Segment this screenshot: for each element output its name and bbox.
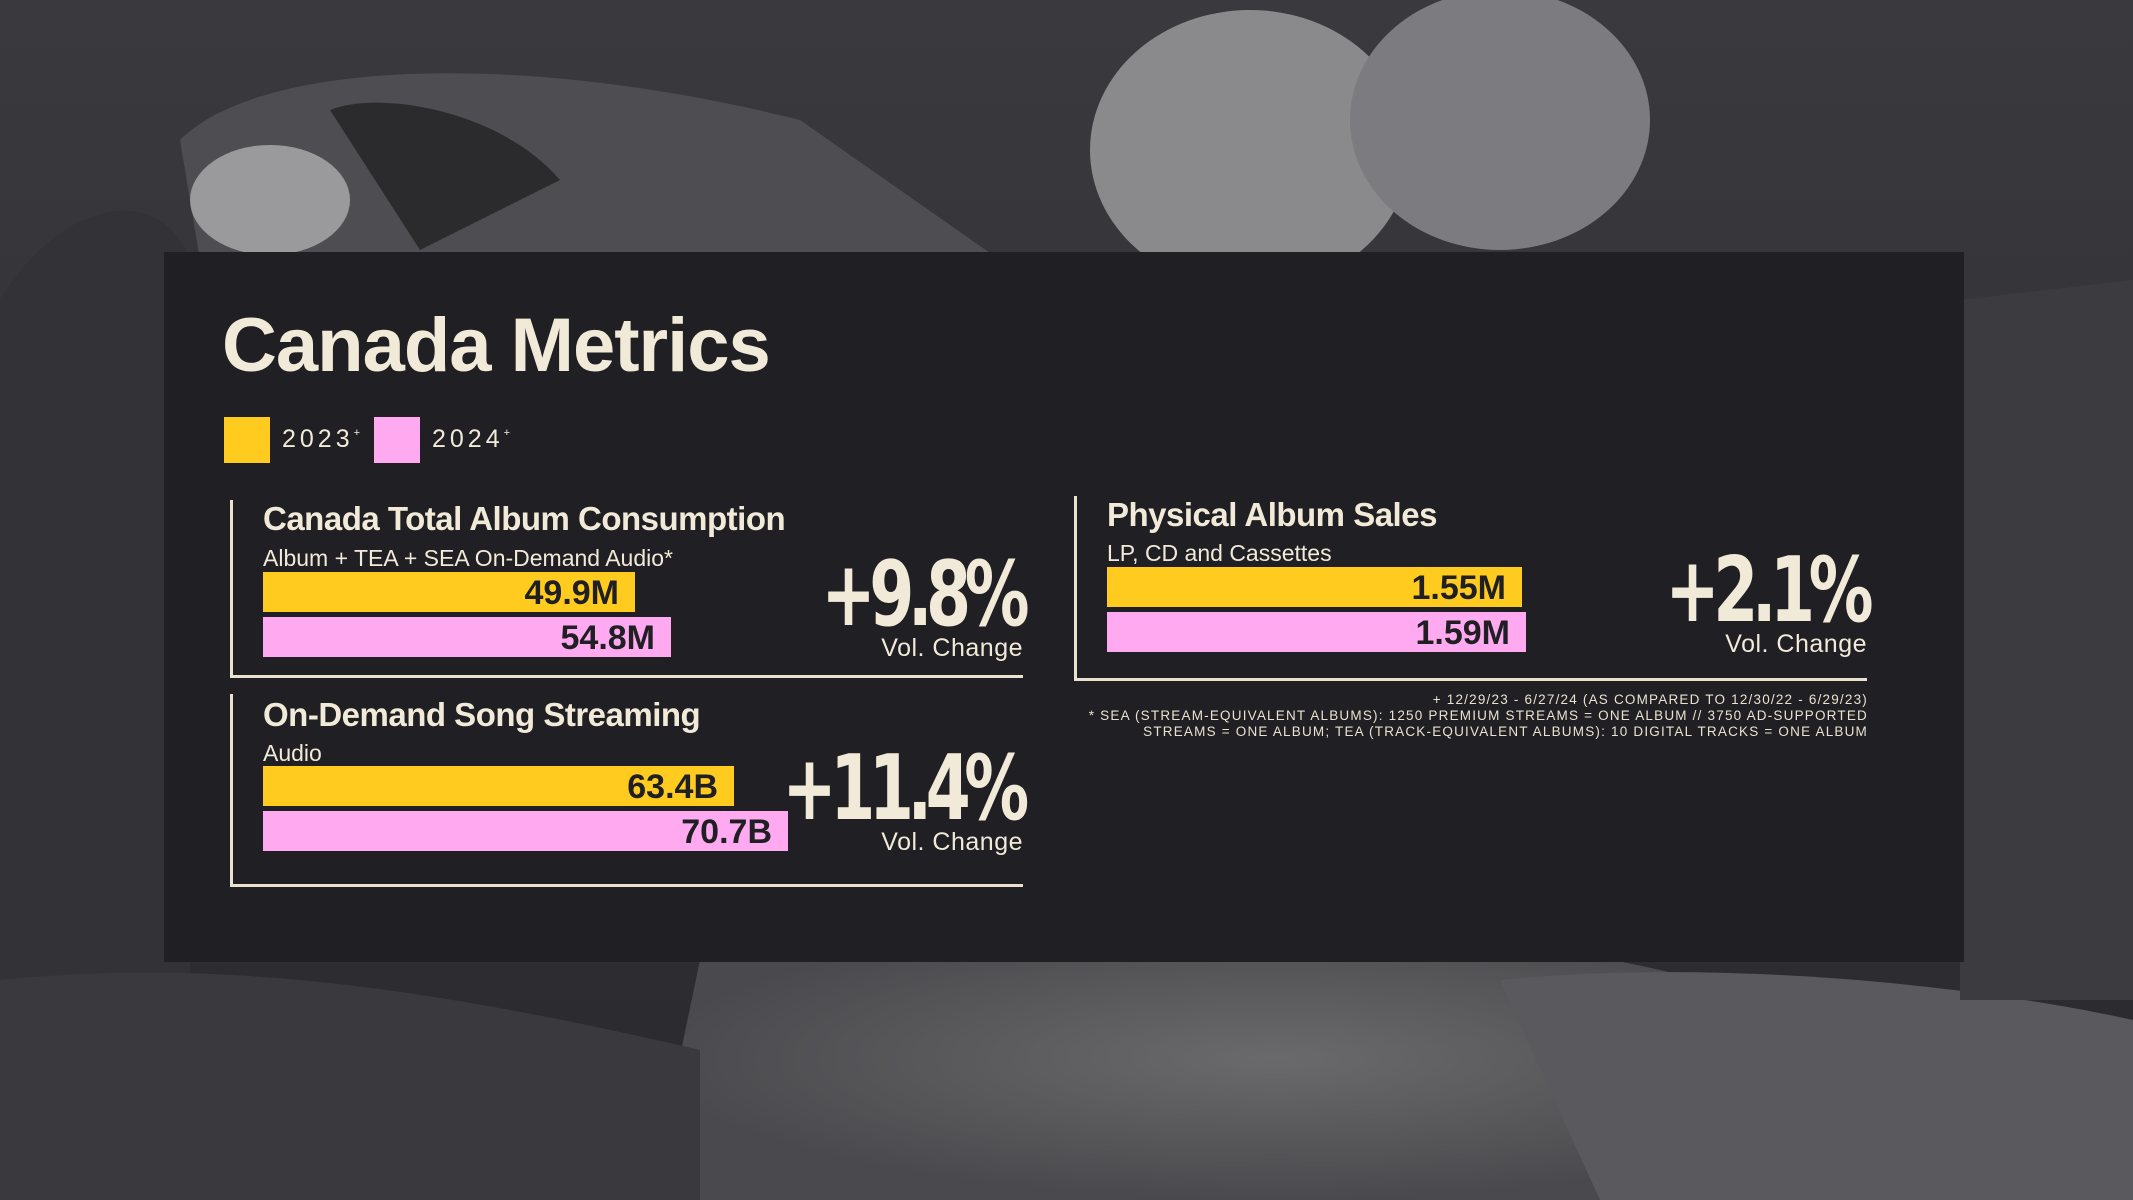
metric-subtitle: Album + TEA + SEA On-Demand Audio*	[263, 545, 673, 571]
volume-change: +2.1% Vol. Change	[1587, 538, 1873, 659]
metric-album-consumption: Canada Total Album Consumption Album + T…	[230, 500, 1029, 678]
metric-subtitle: LP, CD and Cassettes	[1107, 540, 1332, 566]
metric-title: Canada Total Album Consumption	[263, 500, 786, 537]
bar-value-label: 70.7B	[681, 813, 772, 851]
legend-swatch-2024	[374, 417, 420, 463]
page-title: Canada Metrics	[222, 303, 771, 388]
metric-physical-album-sales: Physical Album Sales LP, CD and Cassette…	[1074, 496, 1873, 681]
footnote-definitions: * SEA (STREAM-EQUIVALENT ALBUMS): 1250 P…	[1088, 708, 1868, 723]
bar-value-label: 1.59M	[1415, 614, 1511, 652]
change-label: Vol. Change	[881, 634, 1023, 662]
change-label: Vol. Change	[881, 828, 1023, 856]
bar-2024: 54.8M	[263, 617, 671, 657]
bar-2023: 49.9M	[263, 572, 635, 612]
metrics-panel: Canada Metrics 2023+ 2024+ Canada Total …	[164, 252, 1964, 962]
volume-change: +11.4% Vol. Change	[689, 736, 1030, 857]
legend-label-2023: 2023+	[282, 425, 361, 453]
change-percent: +11.4%	[782, 736, 1030, 841]
bar-2023: 63.4B	[263, 766, 734, 806]
legend-swatch-2023	[224, 417, 270, 463]
bar-value-label: 1.55M	[1411, 569, 1507, 607]
legend-label-2024: 2024+	[432, 425, 511, 453]
metric-subtitle: Audio	[263, 740, 322, 766]
bar-value-label: 54.8M	[560, 619, 656, 657]
metric-title: On-Demand Song Streaming	[263, 696, 701, 733]
footnote-definitions-cont: STREAMS = ONE ALBUM; TEA (TRACK-EQUIVALE…	[1143, 724, 1868, 739]
metric-title: Physical Album Sales	[1107, 496, 1437, 533]
volume-change: +9.8% Vol. Change	[743, 542, 1029, 663]
footnotes: + 12/29/23 - 6/27/24 (AS COMPARED TO 12/…	[1068, 692, 1868, 740]
change-percent: +9.8%	[821, 542, 1029, 647]
bar-value-label: 49.9M	[524, 574, 620, 612]
change-percent: +2.1%	[1665, 538, 1873, 643]
footnote-date-range: + 12/29/23 - 6/27/24 (AS COMPARED TO 12/…	[1432, 692, 1868, 707]
bar-2023: 1.55M	[1107, 567, 1522, 607]
metric-song-streaming: On-Demand Song Streaming Audio 63.4B 70.…	[230, 694, 1030, 887]
change-label: Vol. Change	[1725, 630, 1867, 658]
bar-2024: 1.59M	[1107, 612, 1526, 652]
bar-value-label: 63.4B	[627, 768, 718, 806]
bar-2024: 70.7B	[263, 811, 788, 851]
